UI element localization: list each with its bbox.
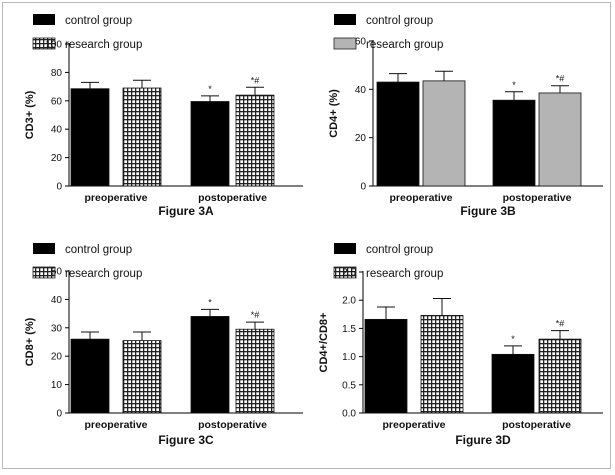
x-category-label: preoperative: [389, 192, 452, 204]
x-category-label: postoperative: [198, 192, 267, 204]
significance-mark: *: [512, 80, 516, 90]
legend-swatch-research: [32, 266, 56, 279]
y-tick-label: 30: [51, 323, 63, 334]
legend-label-research: research group: [366, 39, 443, 51]
y-axis-label: CD8+ (%): [24, 317, 36, 366]
legend-label-research: research group: [65, 268, 142, 280]
y-tick-label: 60: [355, 37, 367, 48]
bar-control-postoperative: [190, 101, 230, 187]
legend-swatch-control: [33, 14, 55, 25]
y-tick-label: 100: [45, 40, 62, 51]
x-category-label: postoperative: [198, 419, 267, 431]
y-axis-label: CD4+ (%): [328, 89, 340, 138]
chart-3D: control group research group 0.0 0.5 1.0 1.5 2…: [318, 243, 603, 447]
y-tick-label: 0: [56, 409, 62, 420]
legend-label-control: control group: [366, 15, 433, 27]
legend-swatch-control: [334, 14, 356, 25]
bar-research-postoperative: [235, 328, 275, 414]
bar-research-postoperative: [235, 94, 275, 187]
y-tick-label: 40: [51, 125, 63, 136]
legend-swatch-control: [33, 243, 55, 254]
y-tick-label: 1.5: [342, 324, 356, 335]
y-tick-label: 40: [355, 85, 367, 96]
significance-mark: *#: [251, 75, 260, 85]
legend-swatch-research: [333, 266, 357, 279]
y-axis-label: CD4+/CD8+: [318, 313, 330, 373]
legend-swatch-research: [32, 37, 56, 50]
legend-label-control: control group: [65, 15, 132, 27]
y-tick-label: 40: [51, 295, 63, 306]
y-tick-label: 50: [51, 267, 63, 278]
y-tick-label: 1.0: [342, 352, 356, 363]
bar-control-postoperative: [492, 99, 536, 187]
significance-mark: *: [208, 84, 212, 94]
bar-control-preoperative: [364, 318, 408, 414]
y-tick-label: 10: [51, 380, 63, 391]
bar-research-preoperative: [122, 340, 162, 414]
figure-title: Figure 3A: [158, 204, 214, 218]
y-tick-label: 60: [51, 96, 63, 107]
significance-mark: *#: [251, 310, 260, 320]
y-tick-label: 0: [360, 182, 366, 193]
y-tick-label: 20: [51, 153, 63, 164]
legend-label-research: research group: [65, 39, 142, 51]
bar-research-preoperative: [420, 315, 464, 414]
x-category-label: preoperative: [84, 192, 147, 204]
significance-mark: *#: [556, 74, 565, 84]
x-category-label: postoperative: [503, 192, 572, 204]
legend-swatch-control: [334, 243, 356, 254]
bar-control-preoperative: [70, 88, 110, 187]
legend-label-research: research group: [366, 268, 443, 280]
significance-mark: *: [511, 334, 515, 344]
figure-title: Figure 3B: [460, 204, 516, 218]
figure-frame: control group research group 0 20 40 60 80 100 C…: [2, 2, 611, 469]
bar-control-postoperative: [190, 316, 230, 414]
significance-mark: *#: [556, 319, 565, 329]
significance-mark: *: [208, 297, 212, 307]
figure-title: Figure 3C: [158, 433, 214, 447]
y-tick-label: 0.5: [342, 380, 356, 391]
bar-control-preoperative: [376, 81, 420, 187]
chart-3C: control group research group 0 10 20 30 40 50 CD…: [24, 243, 303, 447]
bar-control-preoperative: [70, 338, 110, 414]
bar-control-postoperative: [491, 353, 535, 414]
bar-research-postoperative: [538, 338, 582, 414]
bar-research-preoperative: [422, 80, 466, 187]
legend-label-control: control group: [366, 244, 433, 256]
y-tick-label: 80: [51, 68, 63, 79]
chart-3B: control group research group 0 20 40 60 CD4+ (…: [328, 14, 603, 218]
x-category-label: postoperative: [502, 419, 571, 431]
bar-research-postoperative: [538, 92, 582, 187]
x-category-label: preoperative: [84, 419, 147, 431]
y-tick-label: 0.0: [342, 409, 356, 420]
y-tick-label: 20: [51, 352, 63, 363]
y-axis-label: CD3+ (%): [24, 90, 36, 139]
figure-title: Figure 3D: [455, 433, 511, 447]
chart-3A: control group research group 0 20 40 60 80 100 C…: [24, 14, 303, 218]
bar-research-preoperative: [122, 87, 162, 187]
legend-label-control: control group: [65, 244, 132, 256]
y-tick-label: 2.0: [342, 296, 356, 307]
x-category-label: preoperative: [382, 419, 445, 431]
y-tick-label: 0: [56, 182, 62, 193]
legend-swatch-research: [333, 37, 357, 50]
y-tick-label: 20: [355, 133, 367, 144]
y-tick-label: 2.5: [342, 268, 356, 279]
